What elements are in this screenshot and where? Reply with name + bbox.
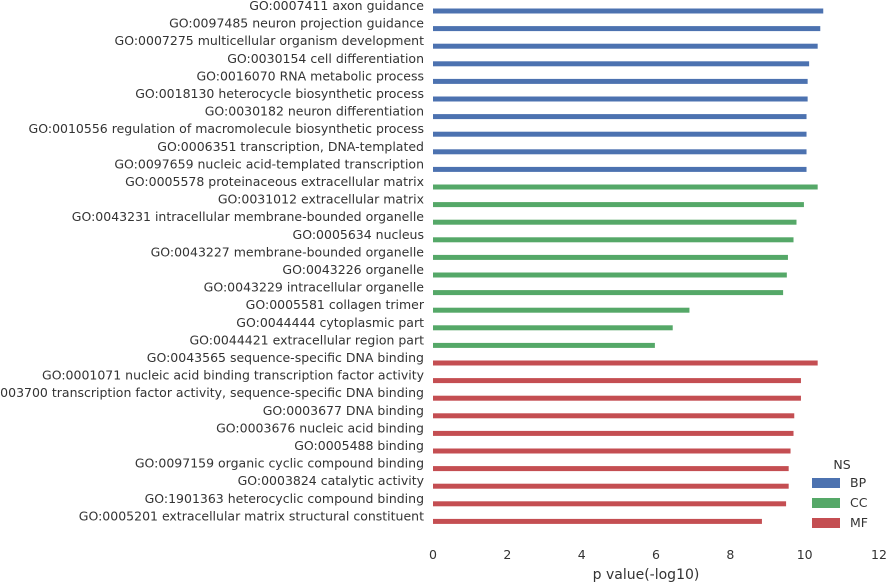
category-label: GO:0005488 binding bbox=[294, 438, 424, 453]
bar bbox=[433, 8, 824, 14]
bar bbox=[433, 413, 795, 419]
category-label: GO:0016070 RNA metabolic process bbox=[196, 68, 424, 83]
bar bbox=[433, 254, 788, 260]
category-label: GO:0007275 multicellular organism develo… bbox=[115, 33, 425, 48]
bar bbox=[433, 360, 818, 366]
category-label: GO:0003676 nucleic acid binding bbox=[216, 420, 424, 435]
legend-swatch bbox=[812, 518, 840, 528]
bar bbox=[433, 166, 807, 172]
category-label: GO:0097485 neuron projection guidance bbox=[169, 16, 424, 31]
legend-label: MF bbox=[850, 515, 868, 530]
category-label: GO:0003700 transcription factor activity… bbox=[0, 385, 424, 400]
category-label: GO:0001071 nucleic acid binding transcri… bbox=[42, 368, 425, 383]
category-label: GO:0043565 sequence-specific DNA binding bbox=[147, 350, 424, 365]
category-label: GO:0005634 nucleus bbox=[293, 227, 424, 242]
bar bbox=[433, 325, 673, 331]
category-label: GO:0043226 organelle bbox=[282, 262, 424, 277]
bar bbox=[433, 272, 787, 278]
category-label: GO:0005581 collagen trimer bbox=[246, 297, 425, 312]
bar bbox=[433, 378, 801, 384]
bar bbox=[433, 466, 789, 472]
category-label: GO:0018130 heterocycle biosynthetic proc… bbox=[135, 86, 424, 101]
bar bbox=[433, 202, 804, 208]
bar bbox=[433, 184, 818, 190]
bar bbox=[433, 448, 791, 454]
bar bbox=[433, 43, 818, 49]
bar bbox=[433, 219, 797, 225]
category-label: GO:0097159 organic cyclic compound bindi… bbox=[135, 456, 424, 471]
category-label: GO:0030154 cell differentiation bbox=[227, 51, 424, 66]
bar bbox=[433, 518, 762, 524]
bar bbox=[433, 149, 807, 155]
legend-swatch bbox=[812, 478, 840, 488]
bar bbox=[433, 114, 807, 120]
legend-swatch bbox=[812, 498, 840, 508]
x-axis: 0 2 4 6 8 10 12 bbox=[429, 547, 887, 562]
category-label: GO:0097659 nucleic acid-templated transc… bbox=[114, 156, 424, 171]
x-tick-label: 8 bbox=[726, 547, 734, 562]
legend-title: NS bbox=[833, 457, 850, 472]
legend-label: CC bbox=[850, 495, 868, 510]
bars-layer bbox=[433, 8, 824, 524]
bar bbox=[433, 501, 787, 507]
category-label: GO:0007411 axon guidance bbox=[249, 0, 424, 13]
bar bbox=[433, 483, 789, 489]
category-label: GO:0003824 catalytic activity bbox=[238, 473, 425, 488]
category-label: GO:0043229 intracellular organelle bbox=[204, 280, 425, 295]
bar bbox=[433, 290, 784, 296]
bar bbox=[433, 237, 794, 243]
category-label: GO:0005201 extracellular matrix structur… bbox=[79, 508, 424, 523]
x-tick-label: 10 bbox=[797, 547, 813, 562]
x-axis-label: p value(-log10) bbox=[593, 567, 700, 583]
bar bbox=[433, 430, 794, 436]
x-tick-label: 0 bbox=[429, 547, 437, 562]
category-label: GO:0010556 regulation of macromolecule b… bbox=[29, 121, 424, 136]
x-tick-label: 6 bbox=[652, 547, 660, 562]
category-label: GO:0044421 extracellular region part bbox=[189, 332, 424, 347]
category-label: GO:0006351 transcription, DNA-templated bbox=[157, 139, 424, 154]
bar bbox=[433, 26, 821, 32]
x-tick-label: 4 bbox=[578, 547, 586, 562]
bar bbox=[433, 96, 808, 102]
bar bbox=[433, 307, 690, 313]
bar bbox=[433, 61, 810, 67]
legend-label: BP bbox=[850, 475, 867, 490]
category-label: GO:0031012 extracellular matrix bbox=[218, 192, 424, 207]
bar bbox=[433, 395, 801, 401]
category-label: GO:0043231 intracellular membrane-bounde… bbox=[72, 209, 425, 224]
bar bbox=[433, 342, 655, 348]
category-label: GO:0030182 neuron differentiation bbox=[205, 104, 424, 119]
bar bbox=[433, 131, 807, 137]
x-tick-label: 2 bbox=[503, 547, 511, 562]
category-label: GO:0005578 proteinaceous extracellular m… bbox=[125, 174, 424, 189]
category-labels: GO:0007411 axon guidance GO:0097485 neuro… bbox=[0, 0, 425, 523]
category-label: GO:0003677 DNA binding bbox=[263, 403, 424, 418]
category-label: GO:0043227 membrane-bounded organelle bbox=[151, 244, 425, 259]
legend: NS BP CC MF bbox=[812, 457, 868, 530]
category-label: GO:1901363 heterocyclic compound binding bbox=[145, 491, 424, 506]
bar bbox=[433, 78, 808, 84]
category-label: GO:0044444 cytoplasmic part bbox=[236, 315, 424, 330]
x-tick-label: 12 bbox=[871, 547, 887, 562]
